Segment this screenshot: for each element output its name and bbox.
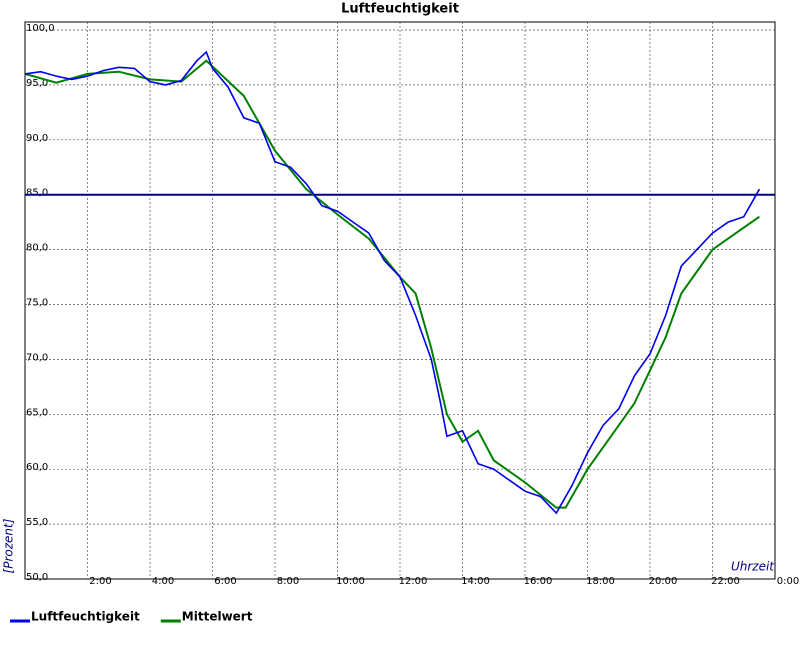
- y-tick-label: 65,0: [26, 407, 48, 418]
- x-tick-label: 6:00: [214, 576, 236, 587]
- y-tick-label: 100,0: [26, 23, 55, 34]
- y-tick-label: 50,0: [26, 572, 48, 583]
- y-axis-label: [Prozent]: [2, 518, 16, 573]
- x-tick-label: 18:00: [586, 576, 615, 587]
- legend-label: Luftfeuchtigkeit: [31, 610, 140, 624]
- x-tick-label: 0:00: [777, 576, 799, 587]
- legend-label: Mittelwert: [182, 610, 253, 624]
- y-tick-label: 75,0: [26, 298, 48, 309]
- x-tick-label: 2:00: [89, 576, 111, 587]
- x-tick-label: 10:00: [336, 576, 365, 587]
- x-tick-label: 4:00: [152, 576, 174, 587]
- chart-title: Luftfeuchtigkeit: [341, 2, 459, 17]
- x-axis-label: Uhrzeit: [731, 560, 775, 574]
- x-tick-label: 8:00: [277, 576, 299, 587]
- x-tick-label: 20:00: [649, 576, 678, 587]
- series-line: [24, 59, 760, 509]
- y-tick-label: 90,0: [26, 133, 48, 144]
- y-tick-label: 95,0: [26, 78, 48, 89]
- y-tick-label: 85,0: [26, 188, 48, 199]
- y-tick-label: 55,0: [26, 517, 48, 528]
- y-tick-label: 70,0: [26, 352, 48, 363]
- y-tick-label: 80,0: [26, 243, 48, 254]
- x-tick-label: 12:00: [399, 576, 428, 587]
- x-tick-label: 14:00: [461, 576, 490, 587]
- series-line: [24, 50, 761, 515]
- x-tick-label: 16:00: [524, 576, 553, 587]
- x-tick-label: 22:00: [711, 576, 740, 587]
- y-tick-label: 60,0: [26, 462, 48, 473]
